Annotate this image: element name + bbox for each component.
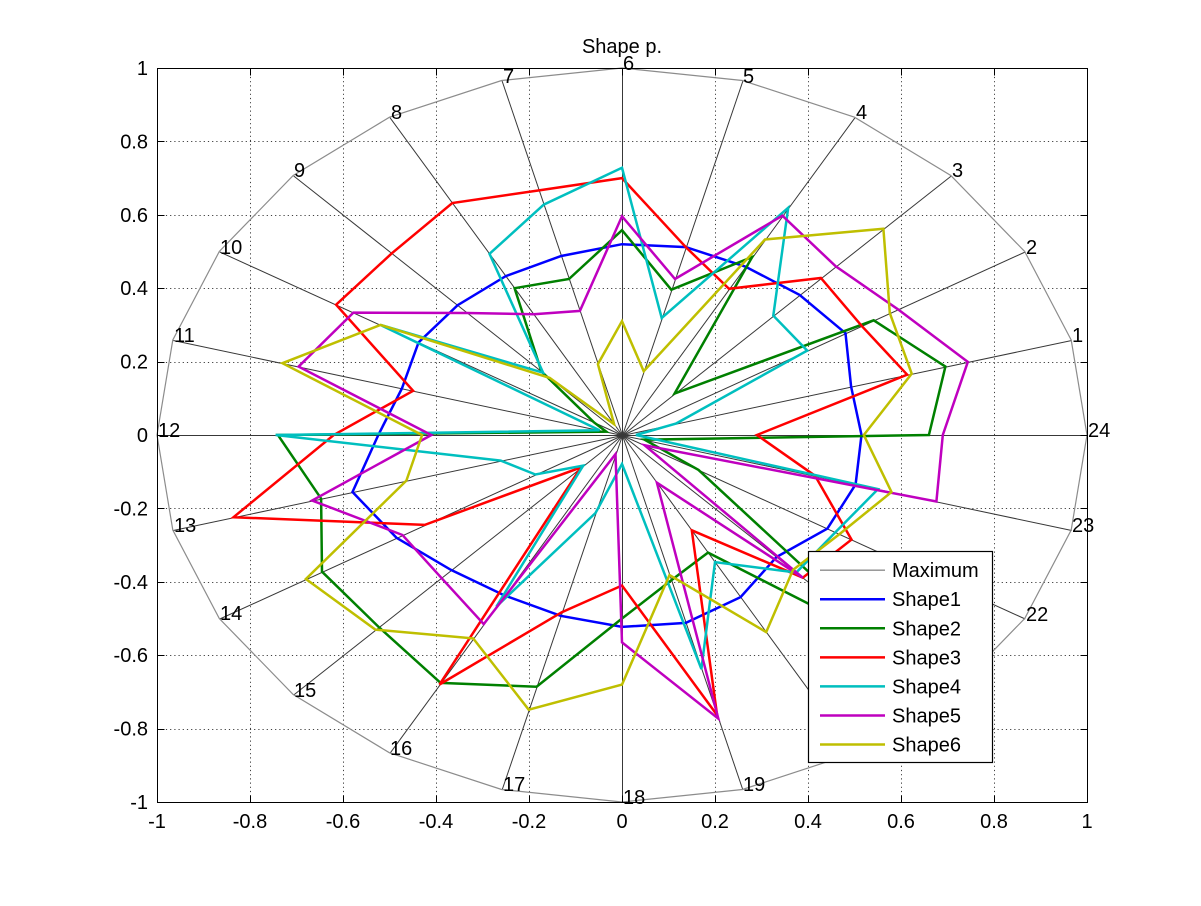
svg-text:1: 1 [137, 58, 148, 80]
svg-text:0.4: 0.4 [120, 278, 148, 300]
svg-text:-0.8: -0.8 [114, 719, 148, 741]
svg-text:16: 16 [390, 738, 412, 760]
svg-text:3: 3 [952, 160, 963, 182]
svg-text:Shape3: Shape3 [892, 647, 961, 669]
svg-text:Shape5: Shape5 [892, 706, 961, 728]
svg-text:-1: -1 [130, 792, 148, 814]
svg-text:18: 18 [623, 787, 645, 809]
svg-text:23: 23 [1072, 515, 1094, 537]
svg-text:6: 6 [623, 53, 634, 75]
svg-text:12: 12 [158, 420, 180, 442]
svg-text:11: 11 [174, 325, 195, 347]
svg-text:0: 0 [616, 811, 627, 833]
svg-text:19: 19 [743, 774, 765, 796]
svg-text:0: 0 [137, 425, 148, 447]
svg-text:8: 8 [391, 102, 402, 124]
svg-text:-0.2: -0.2 [512, 811, 546, 833]
svg-text:0.2: 0.2 [120, 352, 148, 374]
svg-text:22: 22 [1026, 604, 1048, 626]
svg-text:0.8: 0.8 [980, 811, 1008, 833]
svg-text:Shape1: Shape1 [892, 589, 961, 611]
svg-text:13: 13 [174, 515, 196, 537]
svg-text:Shape4: Shape4 [892, 676, 961, 698]
svg-text:0.6: 0.6 [120, 205, 148, 227]
svg-text:-0.4: -0.4 [114, 572, 148, 594]
svg-text:-1: -1 [148, 811, 166, 833]
svg-text:-0.8: -0.8 [233, 811, 267, 833]
svg-text:Shape2: Shape2 [892, 618, 961, 640]
svg-text:0.2: 0.2 [701, 811, 729, 833]
svg-text:10: 10 [220, 237, 242, 259]
svg-text:2: 2 [1026, 237, 1037, 259]
svg-text:1: 1 [1072, 325, 1083, 347]
svg-text:Shape p.: Shape p. [582, 36, 662, 58]
svg-text:24: 24 [1088, 420, 1110, 442]
svg-text:0.4: 0.4 [794, 811, 822, 833]
svg-text:15: 15 [294, 680, 316, 702]
svg-text:4: 4 [856, 102, 867, 124]
svg-text:-0.2: -0.2 [114, 498, 148, 520]
svg-text:7: 7 [503, 66, 514, 88]
svg-text:17: 17 [503, 774, 525, 796]
svg-text:Maximum: Maximum [892, 560, 979, 582]
svg-text:-0.6: -0.6 [114, 645, 148, 667]
svg-text:0.6: 0.6 [887, 811, 915, 833]
svg-text:1: 1 [1081, 811, 1092, 833]
svg-text:14: 14 [220, 603, 242, 625]
svg-text:-0.4: -0.4 [419, 811, 453, 833]
svg-text:-0.6: -0.6 [326, 811, 360, 833]
svg-text:Shape6: Shape6 [892, 735, 961, 757]
svg-text:9: 9 [294, 160, 305, 182]
svg-text:0.8: 0.8 [120, 131, 148, 153]
svg-text:5: 5 [743, 66, 754, 88]
